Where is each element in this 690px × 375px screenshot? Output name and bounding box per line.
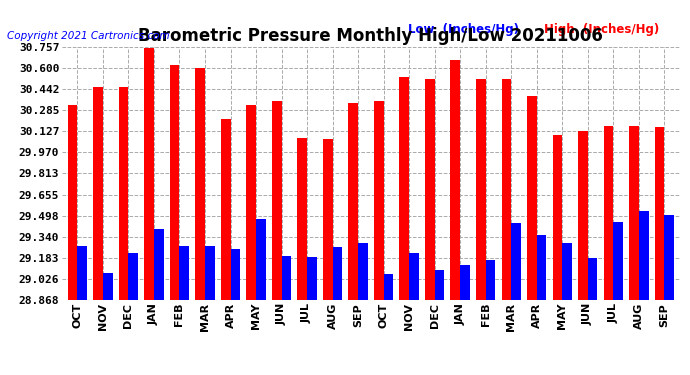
Bar [486, 260, 495, 300]
Bar [613, 222, 623, 300]
Bar [93, 87, 103, 300]
Bar [333, 248, 342, 300]
Bar [562, 243, 572, 300]
Bar [502, 79, 511, 300]
Bar [604, 126, 613, 300]
Bar [435, 270, 444, 300]
Bar [179, 246, 189, 300]
Text: Low  (Inches/Hg): Low (Inches/Hg) [408, 23, 519, 36]
Bar [256, 219, 266, 300]
Bar [358, 243, 368, 300]
Bar [451, 60, 460, 300]
Bar [128, 253, 138, 300]
Bar [307, 257, 317, 300]
Bar [170, 65, 179, 300]
Bar [511, 224, 521, 300]
Bar [195, 68, 205, 300]
Bar [639, 211, 649, 300]
Bar [246, 105, 256, 300]
Bar [578, 131, 588, 300]
Bar [553, 135, 562, 300]
Bar [297, 138, 307, 300]
Bar [323, 139, 333, 300]
Bar [348, 103, 358, 300]
Bar [655, 127, 664, 300]
Bar [527, 96, 537, 300]
Bar [425, 79, 435, 300]
Bar [68, 105, 77, 300]
Text: High  (Inches/Hg): High (Inches/Hg) [544, 23, 659, 36]
Bar [588, 258, 598, 300]
Bar [221, 119, 230, 300]
Bar [154, 229, 164, 300]
Bar [409, 253, 419, 300]
Bar [476, 79, 486, 300]
Bar [282, 255, 291, 300]
Bar [272, 101, 282, 300]
Text: Copyright 2021 Cartronics.com: Copyright 2021 Cartronics.com [7, 32, 170, 41]
Bar [537, 236, 546, 300]
Title: Barometric Pressure Monthly High/Low 20211006: Barometric Pressure Monthly High/Low 202… [139, 27, 603, 45]
Bar [664, 215, 674, 300]
Bar [77, 246, 87, 300]
Bar [119, 87, 128, 300]
Bar [460, 265, 470, 300]
Bar [629, 126, 639, 300]
Bar [400, 77, 409, 300]
Bar [205, 246, 215, 300]
Bar [144, 48, 154, 300]
Bar [230, 249, 240, 300]
Bar [103, 273, 112, 300]
Bar [374, 101, 384, 300]
Bar [384, 274, 393, 300]
